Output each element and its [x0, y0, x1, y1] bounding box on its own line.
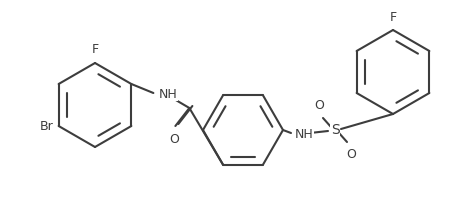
Text: F: F [91, 43, 99, 56]
Text: O: O [170, 133, 179, 146]
Text: Br: Br [40, 120, 53, 133]
Text: F: F [390, 11, 396, 24]
Text: O: O [314, 99, 324, 112]
Text: NH: NH [295, 128, 314, 141]
Text: S: S [331, 123, 339, 137]
Text: NH: NH [159, 88, 177, 101]
Text: O: O [346, 148, 356, 161]
